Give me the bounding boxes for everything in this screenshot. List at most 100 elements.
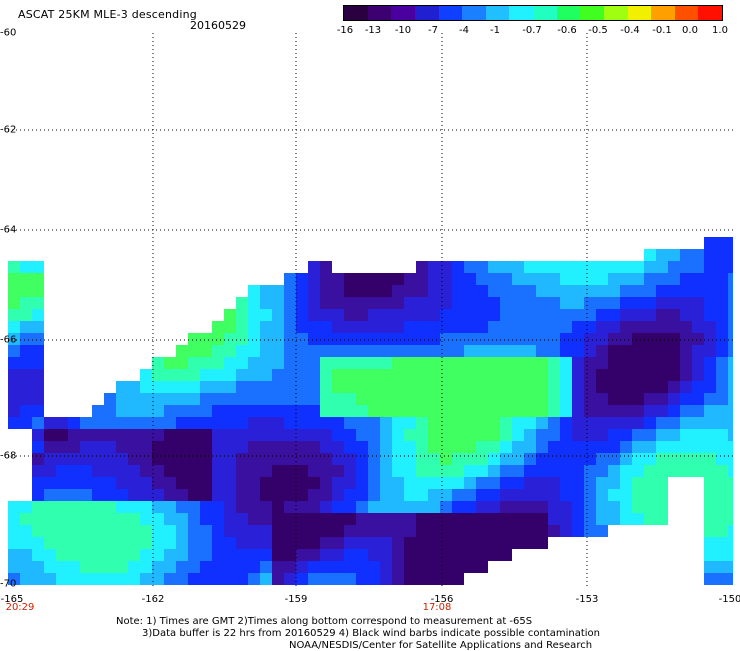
wind-cell	[236, 525, 248, 537]
wind-cell	[380, 501, 392, 513]
wind-cell	[152, 537, 164, 549]
wind-cell	[92, 561, 104, 573]
wind-cell	[692, 297, 704, 309]
wind-cell	[668, 273, 680, 285]
wind-cell	[248, 417, 260, 429]
wind-cell	[452, 333, 464, 345]
wind-cell	[464, 501, 476, 513]
note-line-3: NOAA/NESDIS/Center for Satellite Applica…	[289, 640, 593, 651]
wind-cell	[572, 345, 584, 357]
wind-cell	[416, 465, 428, 477]
wind-cell	[404, 501, 416, 513]
time-label: 20:29	[5, 602, 35, 613]
wind-cell	[32, 561, 44, 573]
wind-cell	[608, 477, 620, 489]
wind-cell	[632, 513, 644, 525]
wind-cell	[548, 393, 560, 405]
wind-cell	[452, 525, 464, 537]
wind-cell	[272, 345, 284, 357]
wind-cell	[416, 273, 428, 285]
wind-cell	[548, 285, 560, 297]
wind-cell	[644, 465, 656, 477]
wind-cell	[596, 417, 608, 429]
wind-cell	[692, 417, 704, 429]
wind-cell	[548, 525, 560, 537]
wind-cell	[572, 333, 584, 345]
wind-cell	[356, 345, 368, 357]
wind-cell	[392, 417, 404, 429]
wind-cell	[524, 297, 536, 309]
wind-cell	[104, 489, 116, 501]
wind-cell	[20, 321, 32, 333]
wind-cell	[80, 561, 92, 573]
wind-cell	[692, 429, 704, 441]
wind-cell	[560, 297, 572, 309]
wind-cell	[56, 465, 68, 477]
wind-cell	[368, 549, 380, 561]
wind-cell	[380, 381, 392, 393]
wind-cell	[536, 405, 548, 417]
wind-cell	[380, 561, 392, 573]
wind-cell	[332, 477, 344, 489]
wind-cell	[344, 549, 356, 561]
wind-cell	[524, 465, 536, 477]
wind-cell	[68, 501, 80, 513]
wind-cell	[308, 309, 320, 321]
wind-cell	[32, 417, 44, 429]
wind-cell	[164, 429, 176, 441]
wind-cell	[32, 333, 44, 345]
wind-cell	[104, 453, 116, 465]
wind-cell	[536, 285, 548, 297]
wind-cell	[524, 501, 536, 513]
wind-cell	[728, 477, 733, 489]
wind-cell	[356, 393, 368, 405]
wind-cell	[284, 417, 296, 429]
wind-cell	[524, 273, 536, 285]
wind-cell	[452, 417, 464, 429]
wind-cell	[356, 333, 368, 345]
wind-cell	[452, 273, 464, 285]
wind-cell	[32, 285, 44, 297]
wind-cell	[440, 393, 452, 405]
wind-cell	[416, 357, 428, 369]
colorbar-swatch	[556, 6, 581, 20]
wind-cell	[656, 429, 668, 441]
wind-cell	[296, 297, 308, 309]
wind-cell	[572, 297, 584, 309]
wind-cell	[728, 333, 733, 345]
wind-cell	[296, 285, 308, 297]
wind-cell	[176, 537, 188, 549]
wind-cell	[500, 345, 512, 357]
wind-cell	[428, 393, 440, 405]
wind-cell	[236, 501, 248, 513]
wind-cell	[332, 369, 344, 381]
wind-cell	[248, 465, 260, 477]
wind-cell	[680, 285, 692, 297]
wind-cell	[488, 537, 500, 549]
wind-cell	[296, 573, 308, 585]
wind-cell	[620, 405, 632, 417]
wind-cell	[284, 381, 296, 393]
wind-cell	[248, 405, 260, 417]
wind-cell	[260, 309, 272, 321]
wind-cell	[356, 357, 368, 369]
wind-cell	[656, 405, 668, 417]
wind-cell	[380, 417, 392, 429]
wind-cell	[512, 345, 524, 357]
wind-cell	[512, 297, 524, 309]
wind-cell	[176, 381, 188, 393]
colorbar-swatch	[414, 6, 439, 20]
wind-cell	[452, 369, 464, 381]
wind-cell	[272, 489, 284, 501]
wind-cell	[128, 525, 140, 537]
wind-cell	[668, 453, 680, 465]
wind-cell	[392, 381, 404, 393]
wind-cell	[584, 261, 596, 273]
wind-cell	[500, 369, 512, 381]
wind-cell	[212, 369, 224, 381]
wind-cell	[320, 489, 332, 501]
wind-cell	[128, 405, 140, 417]
wind-cell	[476, 441, 488, 453]
wind-cell	[56, 501, 68, 513]
wind-cell	[224, 345, 236, 357]
